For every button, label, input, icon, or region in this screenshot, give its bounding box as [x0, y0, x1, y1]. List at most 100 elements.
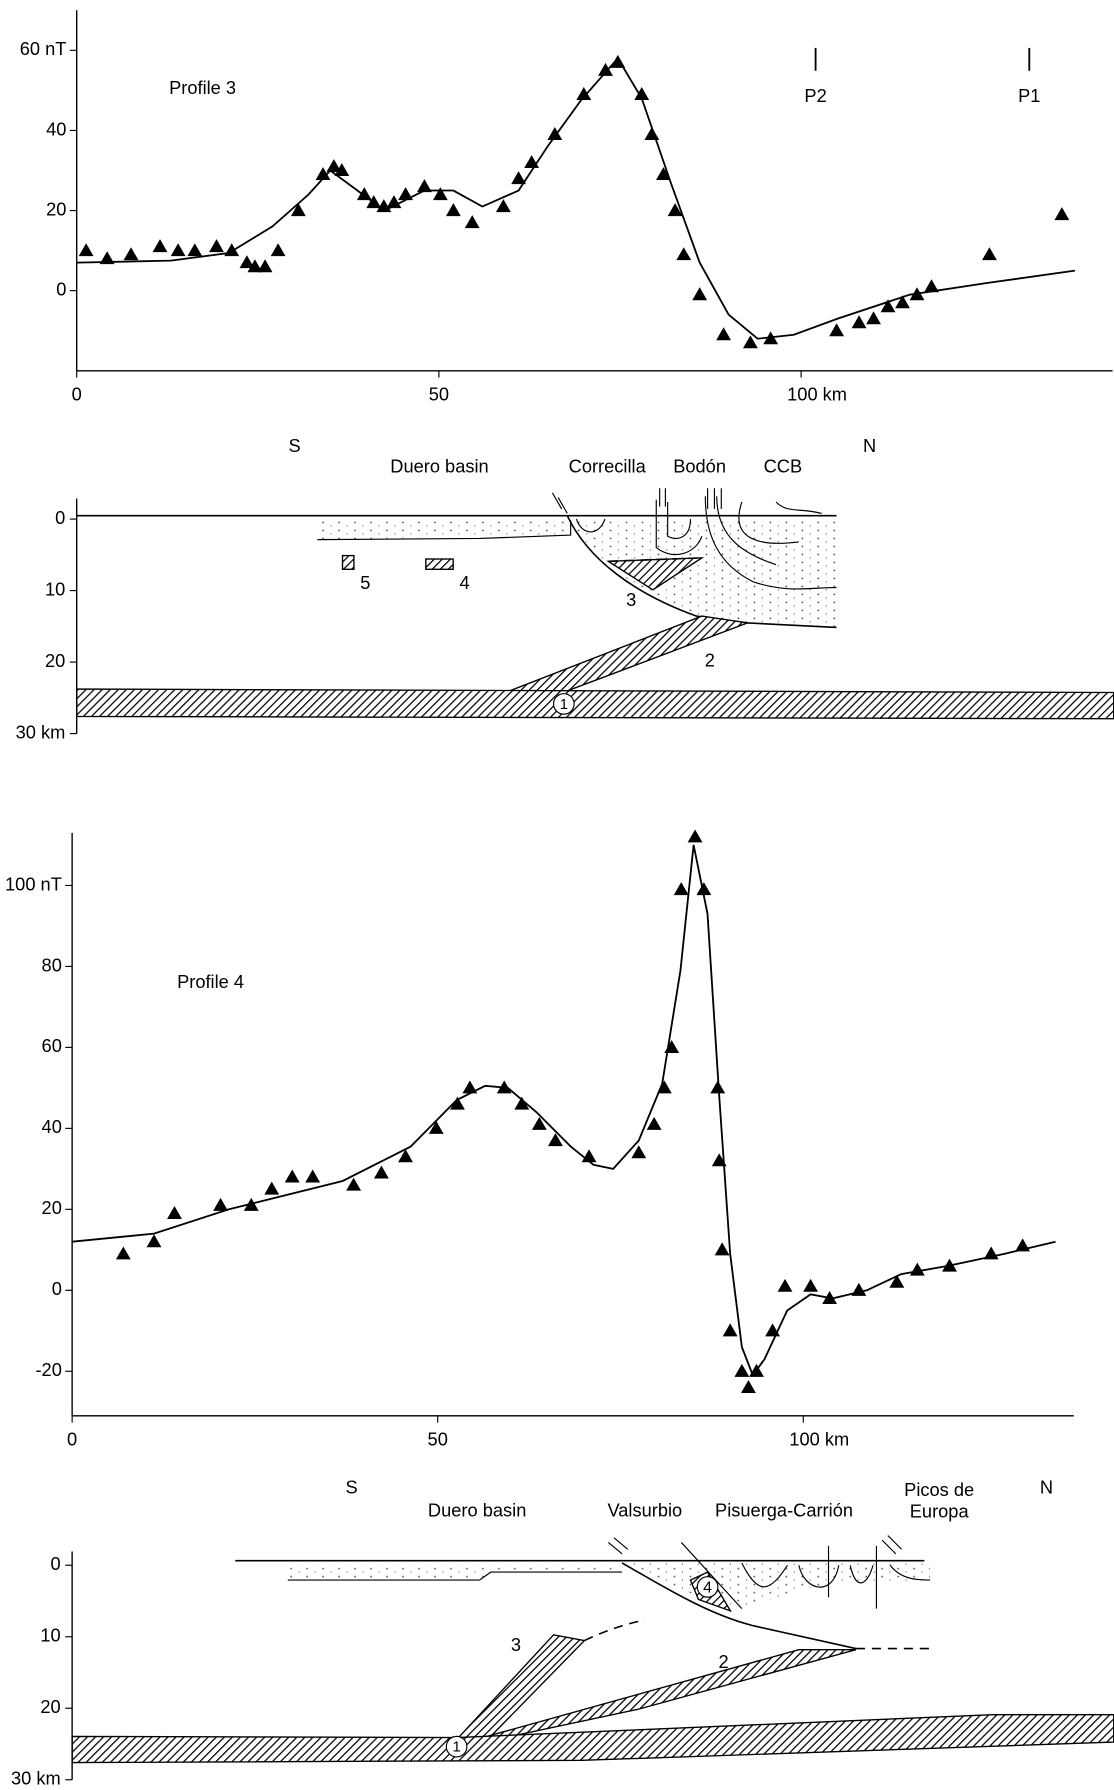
observed-point	[326, 159, 342, 173]
observed-point	[99, 251, 115, 265]
observed-point	[711, 1153, 727, 1167]
observed-point	[152, 239, 168, 253]
direction-label: N	[1040, 1477, 1053, 1498]
observed-point	[924, 279, 939, 293]
observed-point	[714, 1242, 730, 1256]
observed-point	[548, 1133, 563, 1147]
observed-point	[734, 1363, 750, 1377]
observed-point	[239, 255, 255, 269]
x-tick-label: 0	[67, 1429, 77, 1450]
observed-point	[829, 323, 845, 337]
observed-point	[450, 1096, 465, 1110]
observed-point	[445, 203, 461, 217]
observed-point	[722, 1323, 738, 1337]
observed-point	[880, 299, 896, 313]
observed-point	[464, 215, 480, 229]
observed-point	[115, 1246, 131, 1260]
observed-point	[170, 243, 186, 257]
y-tick-label: -20	[35, 1359, 61, 1380]
observed-point	[634, 86, 650, 100]
observed-point	[895, 295, 910, 309]
observed-point	[495, 199, 511, 213]
observed-point	[692, 287, 708, 301]
observed-point	[123, 247, 139, 261]
depth-tick-label: 20	[40, 1696, 60, 1717]
observed-point	[742, 335, 758, 349]
x-tick-label: 50	[429, 384, 449, 405]
observed-point	[428, 1120, 444, 1134]
depth-tick-label: 30 km	[11, 1768, 61, 1789]
region-label: Pisuerga-Carrión	[715, 1499, 853, 1520]
observed-point	[264, 1181, 280, 1195]
observed-point	[290, 203, 306, 217]
observed-point	[247, 259, 263, 273]
observed-point	[416, 179, 432, 193]
unit-label: 3	[626, 589, 636, 610]
region-label: Duero basin	[428, 1499, 526, 1520]
y-tick-label: 20	[46, 198, 66, 219]
depth-tick-label: 0	[55, 507, 65, 528]
y-tick-label: 0	[52, 1278, 62, 1299]
observed-point	[909, 1262, 925, 1276]
observed-point	[803, 1278, 819, 1292]
observed-point	[741, 1380, 756, 1394]
observed-point	[656, 1080, 672, 1094]
observed-point	[78, 243, 94, 257]
y-tick-label: 100 nT	[5, 873, 62, 894]
chart-title: Profile 4	[177, 971, 244, 992]
observed-point	[547, 127, 563, 141]
observed-point	[664, 1039, 680, 1053]
region-label: CCB	[764, 456, 803, 477]
observed-point	[146, 1234, 162, 1248]
observed-point	[209, 239, 224, 253]
observed-point	[514, 1096, 530, 1110]
observed-point	[346, 1177, 362, 1191]
observed-point	[673, 882, 689, 896]
region-label: Correcilla	[569, 456, 647, 477]
y-tick-label: 60	[42, 1035, 62, 1056]
observed-point	[373, 1165, 389, 1179]
observed-point	[676, 247, 692, 261]
observed-point	[462, 1080, 478, 1094]
x-tick-label: 50	[428, 1429, 448, 1450]
depth-tick-label: 0	[51, 1553, 61, 1574]
observed-point	[851, 315, 867, 329]
observed-point	[716, 327, 732, 341]
depth-tick-label: 10	[45, 578, 65, 599]
region-label: Duero basin	[390, 456, 488, 477]
observed-point	[667, 203, 683, 217]
depth-tick-label: 20	[45, 650, 65, 671]
profile-marker-label: P1	[1018, 85, 1040, 106]
x-tick-label: 0	[72, 384, 82, 405]
unit-label: 4	[703, 1579, 712, 1596]
observed-point	[187, 243, 203, 257]
observed-point	[531, 1116, 547, 1130]
observed-point	[656, 167, 671, 181]
observed-point	[687, 829, 703, 843]
observed-point	[1054, 207, 1070, 221]
profile-marker-label: P2	[804, 85, 826, 106]
observed-point	[646, 1116, 662, 1130]
region-label: Picos de	[904, 1479, 974, 1500]
section-3-geology	[76, 488, 1114, 720]
observed-point	[432, 187, 448, 201]
observed-point	[315, 167, 331, 181]
observed-point	[398, 1149, 413, 1163]
model-line	[72, 844, 1056, 1378]
observed-point	[305, 1169, 321, 1183]
region-label: Valsurbio	[607, 1499, 682, 1520]
observed-point	[889, 1274, 905, 1288]
direction-label: S	[346, 1477, 358, 1498]
direction-label: N	[863, 435, 876, 456]
observed-point	[576, 86, 592, 100]
observed-point	[398, 187, 413, 201]
depth-tick-label: 10	[40, 1625, 60, 1646]
section-4-geology	[71, 1535, 1114, 1764]
y-tick-label: 40	[46, 118, 66, 139]
observed-point	[356, 187, 372, 201]
model-line	[76, 56, 1076, 340]
unit-label: 4	[460, 572, 470, 593]
y-tick-label: 60 nT	[20, 38, 67, 59]
